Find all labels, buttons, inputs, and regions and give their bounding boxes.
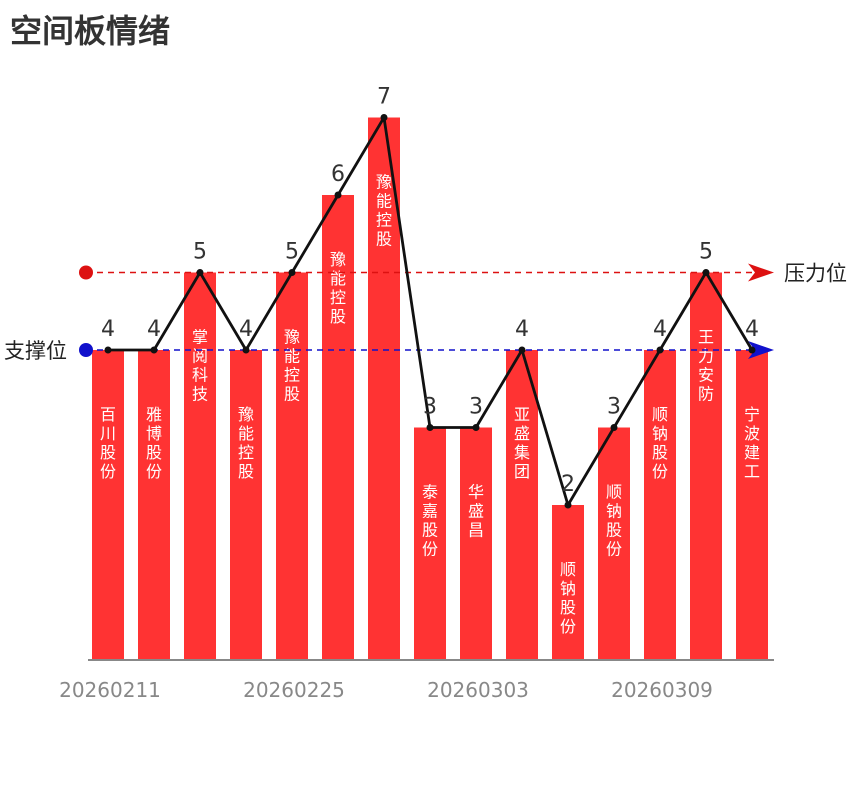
bar [552,505,584,660]
bar [184,272,216,660]
bar [644,350,676,660]
chart-title: 空间板情绪 [10,12,171,50]
series-point [380,114,388,121]
value-label: 5 [699,240,713,265]
value-label: 4 [239,317,253,342]
bar-stock-label: 豫能控股 [330,250,346,326]
pressure-label: 压力位 [784,262,847,286]
bar [690,272,722,660]
bar [414,427,446,660]
bar [138,350,170,660]
value-label: 4 [515,317,529,342]
bar-stock-label: 华盛昌 [468,483,484,540]
value-label: 3 [607,395,621,420]
bar [460,427,492,660]
x-tick-label: 20260225 [243,678,345,702]
series-point [104,346,112,354]
value-label: 5 [285,240,299,265]
bar-stock-label: 顺钠股份 [606,483,622,559]
series-point [748,346,756,354]
series-point [426,424,434,431]
bar-stock-label: 雅博股份 [146,405,162,481]
x-tick-label: 20260309 [611,678,713,702]
x-axis-group: 20260211 20260225 20260303 20260309 [59,659,774,702]
bar [322,195,354,660]
bar [368,117,400,660]
bar-stock-label: 豫能控股 [284,328,300,404]
series-point [610,424,618,431]
bar-stock-label: 顺钠股份 [652,405,668,481]
series-point [196,269,204,276]
bar-stock-label: 泰嘉股份 [422,483,438,559]
bar-stock-label: 掌阅科技 [192,328,208,404]
value-label: 5 [193,240,207,265]
support-arrow [748,341,774,359]
bar [276,272,308,660]
bar-stock-label: 豫能控股 [376,173,392,249]
bar [92,350,124,660]
series-point [150,346,158,354]
bar-labels-group: 百川股份雅博股份掌阅科技豫能控股豫能控股豫能控股豫能控股泰嘉股份华盛昌亚盛集团顺… [100,173,760,637]
bar [736,350,768,660]
value-label: 4 [147,317,161,342]
series-point [472,424,480,431]
series-point [334,191,342,199]
series-point [242,346,250,354]
value-label: 6 [331,162,345,187]
value-label: 4 [101,317,115,342]
value-label: 4 [653,317,667,342]
bar-stock-label: 亚盛集团 [514,405,530,481]
bar [506,350,538,660]
series-point [702,269,710,276]
pressure-arrow [748,263,774,282]
x-tick-label: 20260211 [59,678,161,702]
series-point [518,346,526,354]
series-point [288,269,296,276]
bar [230,350,262,660]
value-label: 4 [745,317,759,342]
bar-stock-label: 百川股份 [100,405,116,481]
support-label: 支撑位 [4,339,67,363]
series-point [656,346,664,354]
value-label: 3 [423,395,437,420]
value-label: 7 [377,85,391,110]
x-tick-label: 20260303 [427,678,529,702]
bar-stock-label: 豫能控股 [238,405,254,481]
value-label: 2 [561,472,575,497]
bar [598,427,630,660]
bar-stock-label: 王力安防 [698,328,714,404]
value-label: 3 [469,395,483,420]
bars-group [92,117,768,660]
series-point [564,501,572,509]
bar-stock-label: 宁波建工 [744,405,760,481]
bar-stock-label: 顺钠股份 [560,560,576,636]
line-group: 4 4 5 4 5 6 7 3 3 4 2 3 4 5 4 [101,85,759,509]
